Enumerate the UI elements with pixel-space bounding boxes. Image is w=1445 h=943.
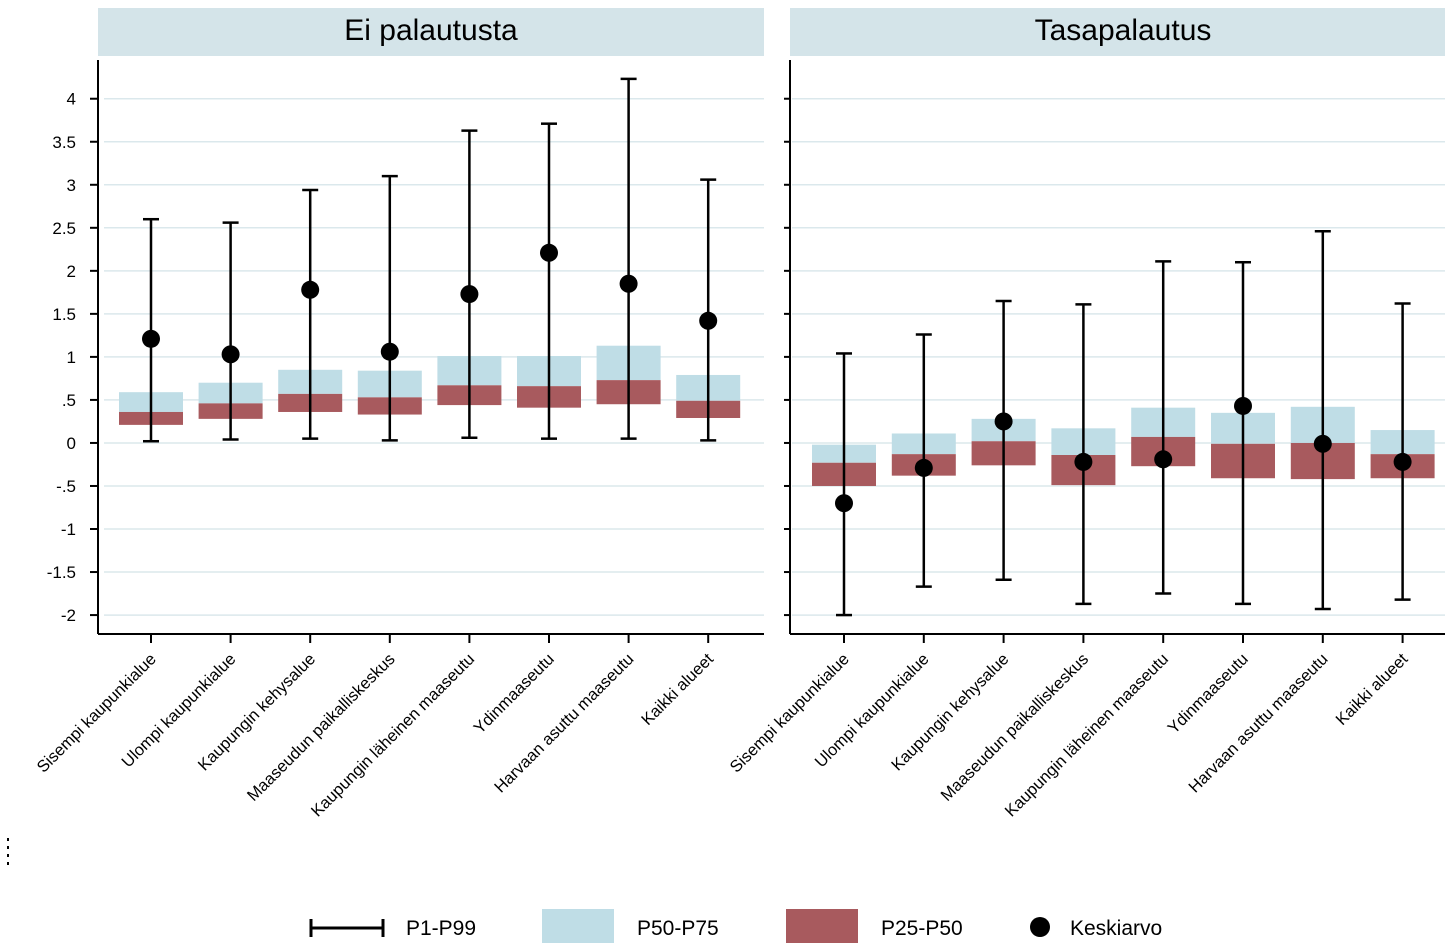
x-tick-label: Kaupungin läheinen maaseutu [1002,650,1172,820]
mean-dot [994,412,1013,431]
mean-dot [460,285,479,304]
panel-header-right [790,8,1445,56]
mean-dot [1313,434,1332,453]
legend-item-upper-box: P50-P75 [542,909,719,943]
y-tick-label: 2.5 [52,219,76,238]
mean-dot [540,243,558,262]
legend-label-p25-p50: P25-P50 [881,917,963,940]
legend-item-whisker: P1-P99 [309,917,476,940]
x-tick-label: Ydinmaaseutu [1165,650,1252,737]
y-tick-label: 3 [67,176,76,195]
panel-title-left: Ei palautusta [344,14,518,47]
mean-dot [221,345,240,364]
y-tick-label: -1.5 [47,563,76,582]
x-tick-label: Kaikki alueet [1333,650,1412,729]
y-tick-label: 1 [67,348,76,367]
mean-dot [301,280,320,299]
mean-dot [1074,452,1093,471]
legend-label-p50-p75: P50-P75 [637,917,719,940]
y-tick-label: -1 [61,520,76,539]
x-tick-label: Kaikki alueet [638,650,717,729]
legend-item-lower-box: P25-P50 [786,909,963,943]
mean-dot [1154,450,1173,469]
legend-item-mean: Keskiarvo [1030,917,1162,940]
y-tick-label: 3.5 [52,133,76,152]
x-tick-label: Harvaan asuttu maaseutu [1185,650,1331,796]
x-tick-label: Harvaan asuttu maaseutu [491,650,637,796]
mean-dot [619,274,638,293]
y-tick-label: -2 [61,606,76,625]
legend-label-p1-p99: P1-P99 [406,917,476,940]
legend: P1-P99 P50-P75 P25-P50 Keskiarvo [309,909,1162,943]
mean-dot [142,329,160,348]
legend-label-keskiarvo: Keskiarvo [1070,917,1162,940]
mean-dot [914,458,933,477]
y-tick-label: 4 [67,90,76,109]
x-tick-label: Maaseudun paikalliskeskus [937,650,1092,805]
mean-dot [1393,452,1412,471]
x-tick-label: Maaseudun paikalliskeskus [244,650,399,805]
panel-header-left [98,8,764,56]
y-tick-label: 1.5 [52,305,76,324]
x-tick-label: Ydinmaaseutu [471,650,558,737]
y-tick-label: .5 [62,391,76,410]
data-marks [119,77,1435,617]
mean-dot [835,494,853,513]
mean-dot [380,342,399,361]
panel-title-right: Tasapalautus [1035,14,1212,47]
mean-dot [699,311,718,330]
y-tick-label: 2 [67,262,76,281]
y-tick-label: 0 [67,434,76,453]
x-tick-label: Kaupungin läheinen maaseutu [308,650,478,820]
mean-dot [1234,396,1252,415]
y-tick-label: -.5 [56,477,76,496]
